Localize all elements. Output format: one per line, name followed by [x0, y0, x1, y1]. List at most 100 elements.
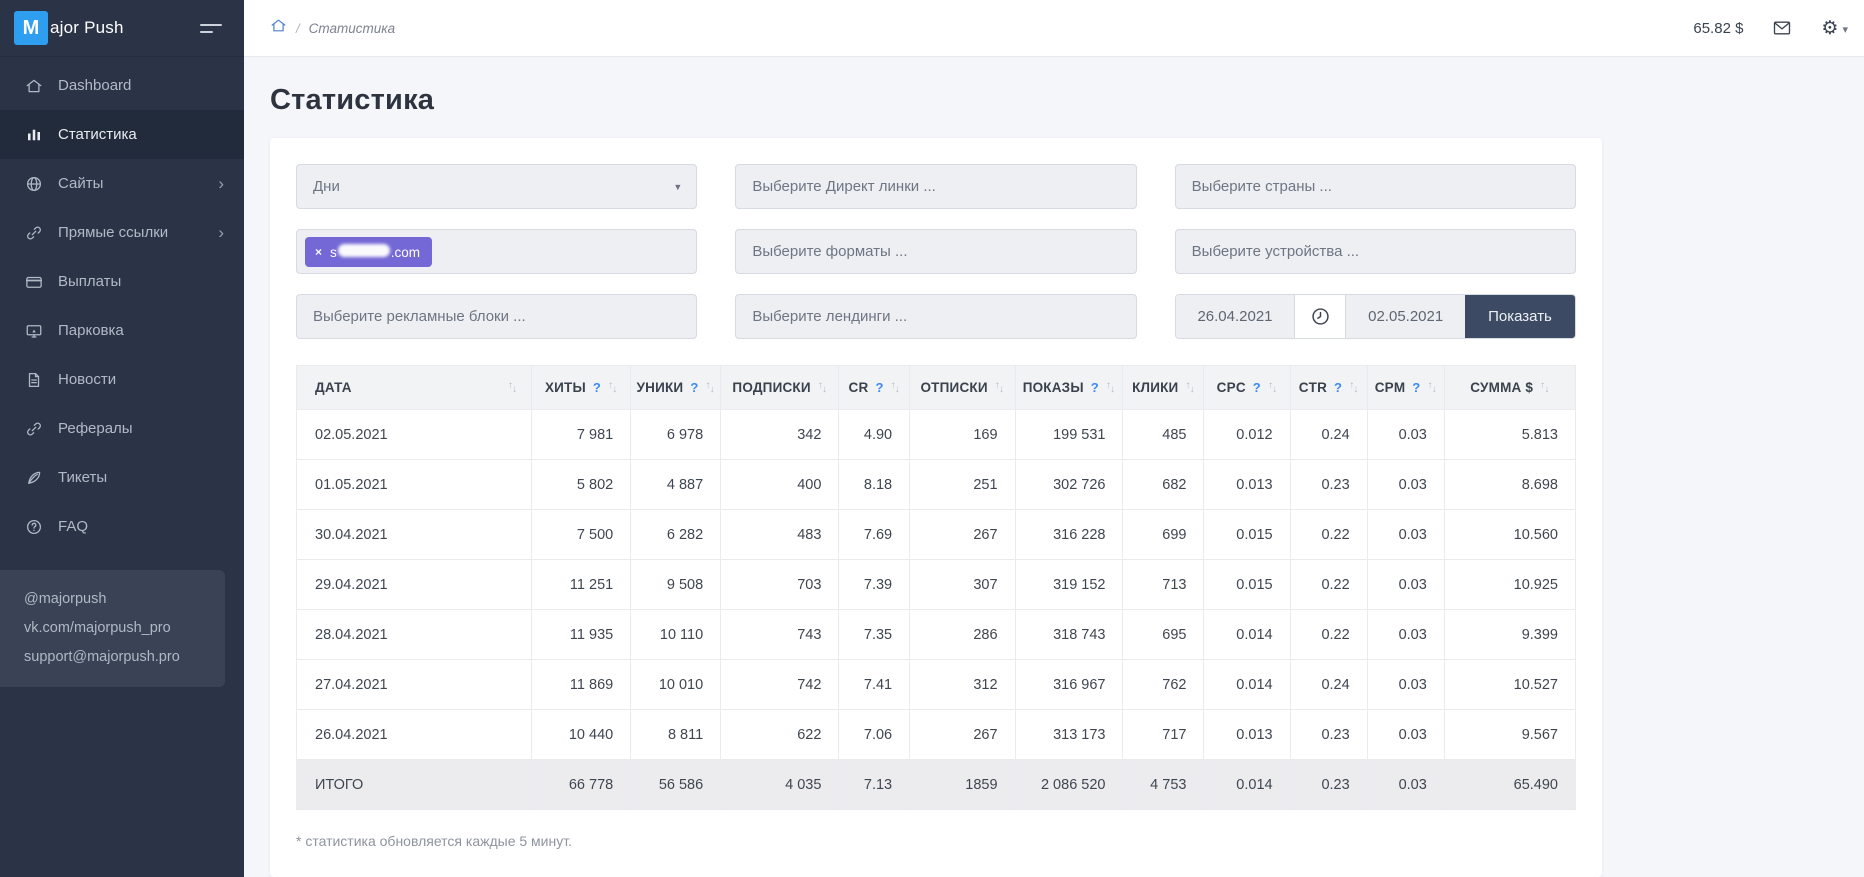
- placeholder-text: Выберите рекламные блоки ...: [313, 308, 526, 325]
- value-cell: 0.013: [1203, 459, 1291, 510]
- column-header[interactable]: ПОДПИСКИ ↑ ↓: [720, 365, 840, 410]
- show-button[interactable]: Показать: [1465, 295, 1575, 338]
- gear-icon[interactable]: ⚙: [1821, 17, 1839, 39]
- column-header[interactable]: CR? ↑ ↓: [838, 365, 911, 410]
- column-label: КЛИКИ: [1132, 380, 1179, 395]
- logo-badge[interactable]: M: [14, 11, 48, 45]
- placeholder-text: Выберите Директ линки ...: [752, 178, 936, 195]
- sort-icon[interactable]: ↑ ↓: [994, 380, 1005, 395]
- sort-icon[interactable]: ↑ ↓: [817, 380, 828, 395]
- clock-icon[interactable]: [1294, 295, 1347, 338]
- sidebar-item-dashboard[interactable]: Dashboard: [0, 61, 244, 110]
- sort-icon[interactable]: ↑ ↓: [705, 380, 715, 395]
- column-header[interactable]: ОТПИСКИ ↑ ↓: [909, 365, 1016, 410]
- value-cell: 0.03: [1366, 609, 1445, 660]
- site-tag-label: s .com: [330, 243, 421, 260]
- value-cell: 10.925: [1443, 559, 1577, 610]
- ad-blocks-select[interactable]: Выберите рекламные блоки ...: [296, 294, 698, 339]
- sites-select[interactable]: × s .com: [296, 229, 698, 274]
- column-label: ПОДПИСКИ: [732, 380, 811, 395]
- brand[interactable]: M ajor Push: [0, 0, 244, 57]
- sidebar-item-парковка[interactable]: Парковка: [0, 306, 244, 355]
- value-cell: 7 500: [531, 509, 632, 560]
- value-cell: 485: [1122, 409, 1205, 460]
- sort-icon[interactable]: ↑ ↓: [1427, 380, 1437, 395]
- value-cell: 5 802: [531, 459, 632, 510]
- column-header[interactable]: CPC? ↑ ↓: [1203, 365, 1291, 410]
- column-header[interactable]: ПОКАЗЫ? ↑ ↓: [1014, 365, 1124, 410]
- help-mark[interactable]: ?: [690, 380, 699, 395]
- value-cell: 762: [1122, 659, 1205, 710]
- days-select[interactable]: Дни ▼: [296, 164, 698, 209]
- sidebar-item-новости[interactable]: Новости: [0, 355, 244, 404]
- value-cell: 7.35: [838, 609, 911, 660]
- sort-icon[interactable]: ↑ ↓: [1185, 380, 1195, 395]
- settings-menu[interactable]: ⚙ ▾: [1821, 19, 1848, 38]
- sort-icon[interactable]: ↑ ↓: [1105, 380, 1116, 395]
- sidebar-item-статистика[interactable]: Статистика: [0, 110, 244, 159]
- value-cell: 7.69: [838, 509, 911, 560]
- column-header[interactable]: СУММА $ ↑ ↓: [1443, 365, 1577, 410]
- value-cell: 10.560: [1443, 509, 1577, 560]
- value-cell: 6 978: [630, 409, 722, 460]
- contact-link[interactable]: support@majorpush.pro: [24, 649, 180, 665]
- value-cell: 307: [909, 559, 1016, 610]
- mail-icon[interactable]: [1772, 18, 1792, 38]
- help-mark[interactable]: ?: [1252, 380, 1261, 395]
- landings-select[interactable]: Выберите лендинги ...: [735, 294, 1137, 339]
- sidebar-item-выплаты[interactable]: Выплаты: [0, 257, 244, 306]
- column-header[interactable]: КЛИКИ ↑ ↓: [1122, 365, 1205, 410]
- value-cell: 267: [909, 509, 1016, 560]
- remove-tag-icon[interactable]: ×: [315, 244, 323, 259]
- sidebar-item-сайты[interactable]: Сайты ›: [0, 159, 244, 208]
- sort-icon[interactable]: ↑ ↓: [608, 380, 618, 395]
- formats-select[interactable]: Выберите форматы ...: [735, 229, 1137, 274]
- row-label-cell: 29.04.2021: [295, 559, 533, 610]
- sidebar-item-тикеты[interactable]: Тикеты: [0, 453, 244, 502]
- sidebar-item-рефералы[interactable]: Рефералы: [0, 404, 244, 453]
- home-icon[interactable]: [270, 17, 287, 39]
- direct-links-select[interactable]: Выберите Директ линки ...: [735, 164, 1137, 209]
- devices-select[interactable]: Выберите устройства ...: [1174, 229, 1576, 274]
- value-cell: 0.24: [1289, 409, 1368, 460]
- date-to-input[interactable]: 02.05.2021: [1346, 295, 1465, 338]
- column-header[interactable]: УНИКИ? ↑ ↓: [630, 365, 722, 410]
- value-cell: 742: [720, 659, 840, 710]
- help-mark[interactable]: ?: [592, 380, 602, 395]
- help-mark[interactable]: ?: [1334, 380, 1343, 395]
- help-mark[interactable]: ?: [1090, 380, 1099, 395]
- column-header[interactable]: CPM? ↑ ↓: [1366, 365, 1445, 410]
- column-header[interactable]: ДАТА ↑ ↓: [295, 365, 533, 410]
- value-cell: 7.06: [838, 709, 911, 760]
- sort-icon[interactable]: ↑ ↓: [1267, 380, 1278, 395]
- column-header[interactable]: CTR? ↑ ↓: [1289, 365, 1368, 410]
- caret-down-icon: ▼: [673, 181, 683, 192]
- value-cell: 0.22: [1289, 509, 1368, 560]
- sort-icon[interactable]: ↑ ↓: [1540, 380, 1550, 395]
- value-cell: 0.014: [1203, 659, 1291, 710]
- sidebar-item-faq[interactable]: FAQ: [0, 502, 244, 551]
- help-mark[interactable]: ?: [875, 380, 884, 395]
- sort-icon[interactable]: ↑ ↓: [1349, 380, 1359, 395]
- sidebar-item-прямые-ссылки[interactable]: Прямые ссылки ›: [0, 208, 244, 257]
- topbar: / Статистика 65.82 $ ⚙ ▾: [244, 0, 1864, 57]
- balance[interactable]: 65.82 $: [1693, 19, 1744, 37]
- table-row: 01.05.2021 5 802 4 887 400 8.18 251 302 726 682…: [295, 459, 1577, 510]
- nav-label: Статистика: [58, 126, 137, 143]
- help-mark[interactable]: ?: [1412, 380, 1421, 395]
- value-cell: 695: [1122, 609, 1205, 660]
- contact-link[interactable]: vk.com/majorpush_pro: [24, 620, 171, 636]
- logo-text: ajor Push: [50, 18, 124, 37]
- hamburger-icon[interactable]: [198, 18, 224, 39]
- date-from-input[interactable]: 26.04.2021: [1175, 295, 1295, 338]
- sort-icon[interactable]: ↑ ↓: [890, 380, 900, 395]
- chain-icon: [24, 419, 43, 438]
- countries-select[interactable]: Выберите страны ...: [1174, 164, 1576, 209]
- contact-link[interactable]: @majorpush: [24, 591, 107, 607]
- value-cell: 11 935: [531, 609, 632, 660]
- value-cell: 6 282: [630, 509, 722, 560]
- column-header[interactable]: ХИТЫ? ↑ ↓: [531, 365, 632, 410]
- row-label-cell: 01.05.2021: [295, 459, 533, 510]
- sort-icon[interactable]: ↑ ↓: [507, 380, 518, 395]
- placeholder-text: Выберите страны ...: [1191, 178, 1332, 195]
